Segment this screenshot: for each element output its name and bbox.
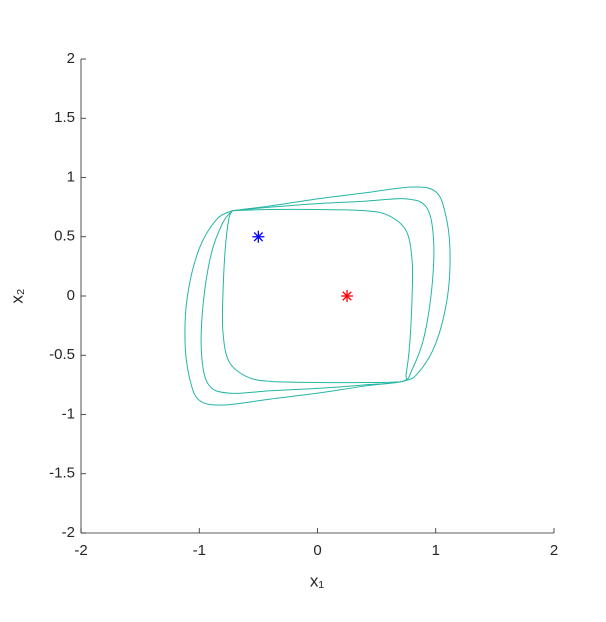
y-tick-label: -2	[62, 524, 75, 541]
x-tick-label: 0	[313, 542, 321, 559]
y-axis-label: x₂	[7, 288, 26, 303]
x-tick-label: 1	[432, 542, 440, 559]
y-tick-label: 0.5	[54, 228, 75, 245]
x-tick-label: 2	[550, 542, 558, 559]
y-tick-label: 2	[67, 50, 75, 67]
trajectory	[200, 198, 435, 394]
x-axis-label: x₁	[310, 571, 325, 590]
y-tick-label: 1.5	[54, 109, 75, 126]
trajectory	[221, 208, 414, 384]
star-stroke	[342, 291, 352, 301]
star-marker	[341, 290, 354, 302]
star-stroke	[253, 232, 264, 242]
star-marker	[252, 230, 265, 243]
y-tick-label: -0.5	[49, 346, 75, 363]
x-tick-label: -2	[74, 542, 87, 559]
y-tick-label: -1	[62, 405, 75, 422]
y-tick-label: -1.5	[49, 465, 75, 482]
y-tick-label: 0	[67, 287, 75, 304]
x-tick-label: -1	[193, 542, 206, 559]
y-tick-label: 1	[67, 168, 75, 185]
